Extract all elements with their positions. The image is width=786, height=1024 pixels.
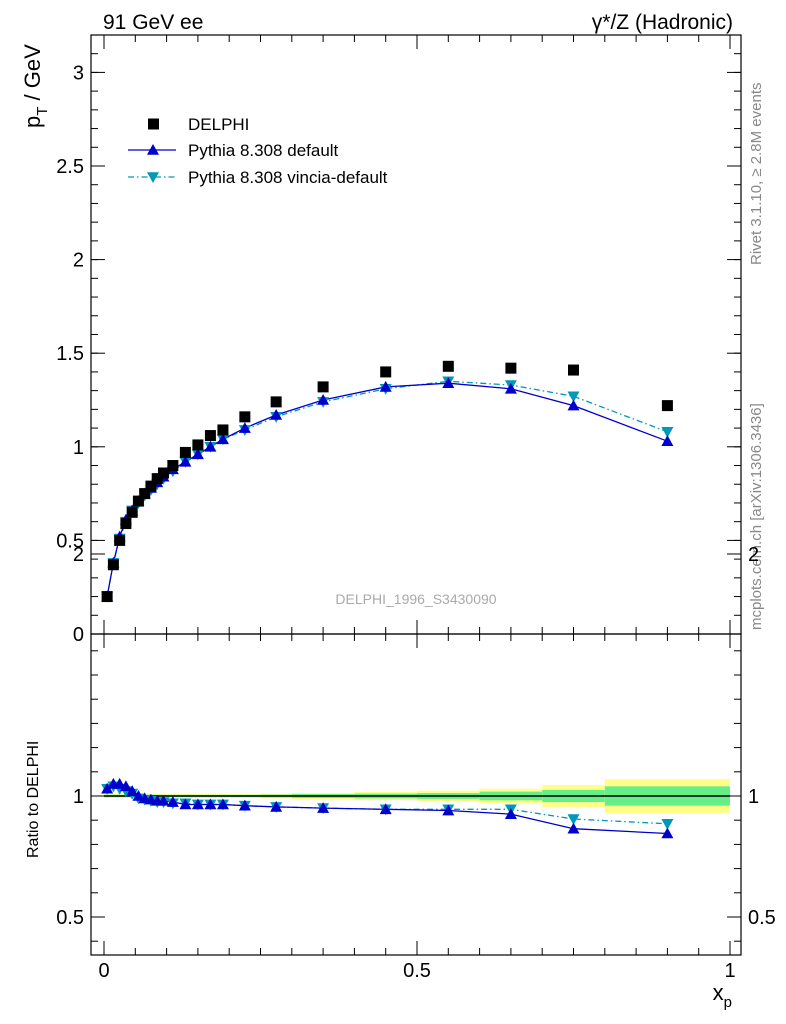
header-right: γ*/Z (Hadronic) [592,11,733,34]
legend-label: Pythia 8.308 vincia-default [188,168,388,187]
ratio-default-point [661,827,674,839]
delphi-point [101,591,113,603]
ratio-default-point [119,780,132,792]
vincia-point [661,427,674,438]
legend: DELPHI Pythia 8.308 default Pythia 8.308 v… [128,115,388,187]
delphi-point [661,400,673,412]
ratio-vincia-point [567,814,580,825]
ratio-default-point [442,804,455,816]
delphi-point [505,362,517,374]
main-ytick-label: 3 [73,62,84,84]
delphi-point [270,396,282,408]
delphi-point [217,424,229,436]
default-point [504,382,517,394]
legend-marker-triangle-down [147,172,159,183]
header-left: 91 GeV ee [103,11,203,34]
ratio-xtick-label: 1 [724,960,735,982]
main-ytick-label: 1 [73,437,84,459]
delphi-point [179,446,191,458]
ratio-default-point [126,785,139,796]
ratio-ytick-label-right: 1 [748,786,759,808]
delphi-point [442,360,454,372]
ratio-default-point [157,794,170,806]
legend-label: Pythia 8.308 default [188,141,339,160]
analysis-watermark: DELPHI_1996_S3430090 [335,591,496,607]
ratio-frame-border [90,633,742,956]
delphi-point [167,460,179,472]
legend-marker-triangle-up [147,144,159,155]
legend-marker-square [148,118,159,130]
main-ytick-label: 2.5 [56,156,84,178]
delphi-point [139,488,151,500]
ratio-default-point [179,798,192,810]
vincia-point [567,391,580,403]
ratio-ytick-label-right: 0.5 [748,907,776,929]
xlabel-subscript: p [724,994,732,1011]
ylabel-subscript: T [34,107,51,116]
delphi-point [114,534,126,546]
main-line-default [106,382,668,597]
ratio-default-point [270,800,283,812]
default-point [238,422,251,433]
main-ylabel: pT / GeV [20,44,51,128]
ratio-default-point [101,782,114,794]
ratio-default-point [216,798,229,810]
default-point [567,399,580,411]
ratio-vincia-point [661,819,674,830]
default-point [191,448,204,460]
ratio-default-point [166,796,179,807]
delphi-point [317,381,329,393]
legend-label: DELPHI [188,115,249,134]
main-ytick-label: 0 [73,624,84,646]
ratio-default-point [317,802,330,813]
delphi-point [204,430,216,442]
ratio-xtick-label: 0.5 [403,960,431,982]
delphi-point [192,439,204,451]
ratio-xtick-label: 0 [98,960,109,982]
ratio-ytick-label-right: 2 [748,544,759,566]
delphi-point [380,366,392,378]
delphi-point [239,411,251,423]
ratio-default-point [238,799,251,811]
default-point [661,435,674,446]
delphi-point [132,495,144,507]
default-point [179,455,192,467]
delphi-point [107,559,119,571]
main-plot-frame: 0 0.5 1 1.5 2 2.5 3 [56,34,742,646]
delphi-point [126,506,138,518]
ratio-default-point [379,803,392,815]
x-axis-label: xp [713,980,732,1011]
default-point [270,408,283,420]
ratio-default-point [191,798,204,810]
default-point [442,377,455,388]
default-point [317,394,330,405]
main-ytick-label: 0.5 [56,530,84,552]
delphi-point [568,364,579,376]
ratio-default-point [113,777,126,789]
main-ytick-label: 2 [73,250,84,272]
mcplots-label: mcplots.cern.ch [arXiv:1306.3436] [748,403,765,630]
ratio-default-point [132,790,145,801]
ratio-ylabel: Ratio to DELPHI [25,741,42,858]
delphi-point [151,473,163,485]
svg-text:pT / GeV: pT / GeV [20,44,51,128]
delphi-point [120,518,132,530]
ratio-default-point [504,808,517,819]
main-line-vincia [106,380,668,597]
main-ytick-label: 1.5 [56,343,84,365]
ylabel-unit: / GeV [20,44,45,107]
delphi-point [157,467,169,479]
ratio-plot-frame: 0.5 0.5 1 1 2 2 0 0.5 1 [56,544,776,982]
delphi-point [145,480,157,492]
ratio-ytick-label-left: 1 [73,786,84,808]
ratio-default-point [567,822,580,834]
default-point [379,380,392,392]
ratio-ytick-label-left: 0.5 [56,907,84,929]
ratio-default-point [204,798,217,810]
default-point [204,440,217,452]
default-point [216,433,229,445]
ratio-ytick-label-left: 2 [73,544,84,566]
rivet-label: Rivet 3.1.10, ≥ 2.8M events [748,83,765,266]
